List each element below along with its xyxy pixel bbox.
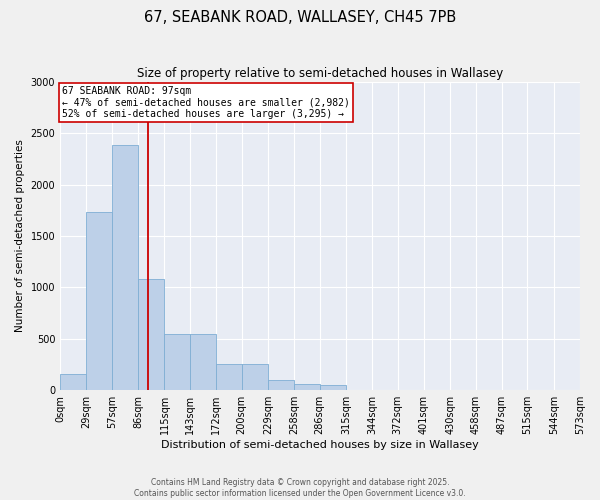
Text: 67, SEABANK ROAD, WALLASEY, CH45 7PB: 67, SEABANK ROAD, WALLASEY, CH45 7PB	[144, 10, 456, 25]
Bar	[190, 334, 216, 390]
Text: 67 SEABANK ROAD: 97sqm
← 47% of semi-detached houses are smaller (2,982)
52% of : 67 SEABANK ROAD: 97sqm ← 47% of semi-det…	[62, 86, 350, 119]
Bar	[294, 384, 320, 390]
Bar	[138, 279, 164, 390]
X-axis label: Distribution of semi-detached houses by size in Wallasey: Distribution of semi-detached houses by …	[161, 440, 479, 450]
Bar	[242, 364, 268, 390]
Bar	[60, 374, 86, 390]
Y-axis label: Number of semi-detached properties: Number of semi-detached properties	[15, 140, 25, 332]
Bar	[268, 380, 294, 390]
Bar	[320, 385, 346, 390]
Bar	[216, 364, 242, 390]
Bar	[112, 146, 138, 390]
Text: Contains HM Land Registry data © Crown copyright and database right 2025.
Contai: Contains HM Land Registry data © Crown c…	[134, 478, 466, 498]
Bar	[164, 334, 190, 390]
Bar	[86, 212, 112, 390]
Title: Size of property relative to semi-detached houses in Wallasey: Size of property relative to semi-detach…	[137, 68, 503, 80]
